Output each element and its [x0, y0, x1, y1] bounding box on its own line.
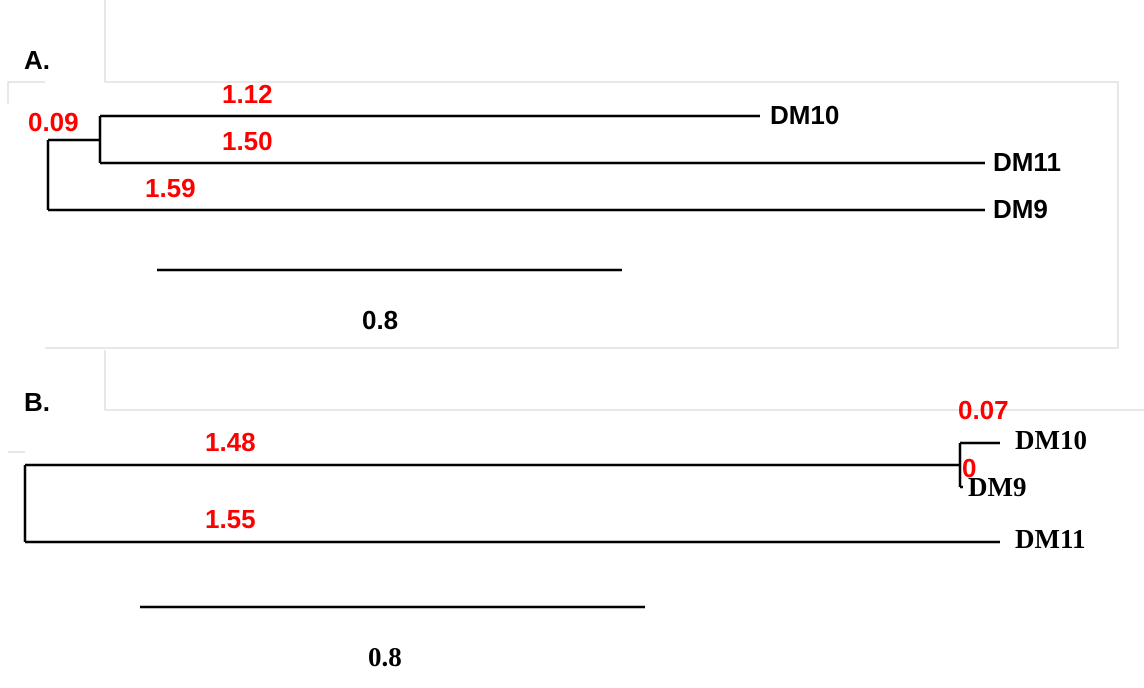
tree-branches — [23, 441, 1000, 544]
node-label: 1.48 — [205, 427, 256, 457]
panel-frame — [8, 350, 1144, 453]
branch-length: 0 — [962, 453, 976, 483]
branch-length: 0.07 — [958, 395, 1009, 425]
branch-length: 1.50 — [222, 126, 273, 156]
panel-label: B. — [24, 387, 50, 417]
branch-length: 1.59 — [145, 173, 196, 203]
taxon-label: DM9 — [993, 194, 1048, 224]
taxon-label: DM11 — [993, 147, 1061, 177]
taxon-label: DM10 — [1015, 425, 1087, 455]
panel-label: A. — [24, 45, 50, 75]
taxon-label: DM10 — [770, 100, 839, 130]
branch-length: 1.12 — [222, 79, 273, 109]
node-label: 0.09 — [28, 107, 79, 137]
taxon-label: DM11 — [1015, 524, 1086, 554]
scale-label: 0.8 — [368, 642, 402, 672]
panel-frame — [7, 0, 1119, 349]
tree-branches — [46, 114, 985, 212]
scale-label: 0.8 — [362, 305, 398, 335]
branch-length: 1.55 — [205, 504, 256, 534]
taxon-label: DM9 — [968, 472, 1026, 502]
